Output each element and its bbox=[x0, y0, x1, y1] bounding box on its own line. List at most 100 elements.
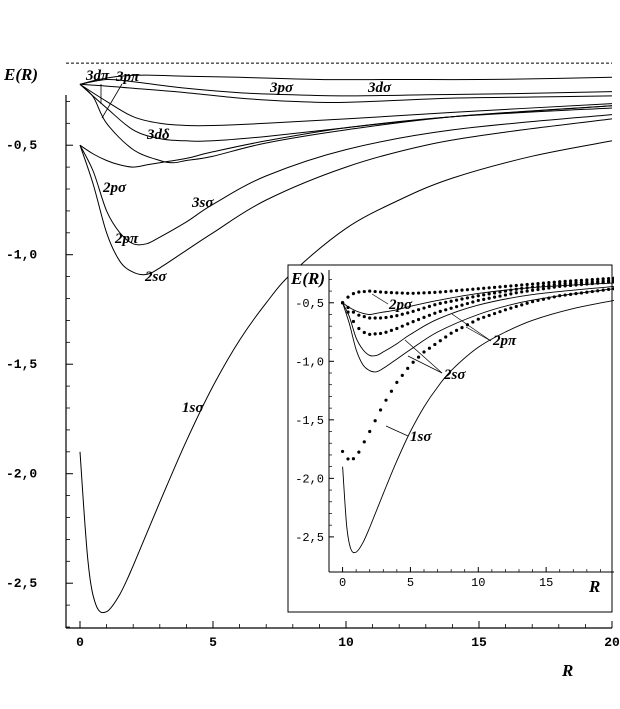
inset-dot bbox=[541, 297, 546, 301]
x-tick-label: 5 bbox=[209, 635, 217, 650]
inset-dot bbox=[476, 287, 480, 291]
inset-dot bbox=[384, 330, 388, 334]
inset-dot bbox=[378, 290, 383, 294]
inset-dot bbox=[449, 289, 453, 293]
inset-dot bbox=[411, 291, 415, 295]
inset-dot bbox=[530, 282, 535, 286]
inset-dot bbox=[357, 326, 361, 331]
inset-dot bbox=[492, 311, 497, 316]
y-tick-label: -2,5 bbox=[6, 576, 37, 591]
series-line-0 bbox=[79, 140, 613, 614]
inset-dot bbox=[558, 284, 562, 288]
inset-dot bbox=[585, 280, 589, 284]
inset-dot bbox=[509, 306, 513, 310]
series-line-1 bbox=[79, 118, 613, 276]
inset-dot bbox=[552, 295, 556, 299]
inset-leader-line bbox=[385, 425, 409, 437]
inset-dot bbox=[427, 346, 432, 350]
inset-x-tick-label: 5 bbox=[407, 576, 414, 590]
inset-y-tick-label: -2,5 bbox=[295, 531, 324, 545]
inset-dot bbox=[579, 281, 584, 285]
inset-dot bbox=[601, 277, 605, 281]
curve-label-3: 2pσ bbox=[102, 180, 127, 196]
inset-dot bbox=[563, 284, 567, 288]
inset-dot bbox=[378, 316, 383, 320]
inset-dot bbox=[520, 303, 524, 307]
inset-dot bbox=[590, 280, 594, 284]
inset-dot bbox=[368, 316, 372, 320]
inset-dot bbox=[368, 332, 372, 336]
inset-dot bbox=[503, 284, 508, 288]
inset-dot bbox=[357, 450, 361, 454]
inset-dot bbox=[579, 278, 584, 282]
inset-dot bbox=[340, 301, 345, 305]
inset-data bbox=[340, 276, 614, 554]
inset-dot bbox=[433, 303, 437, 307]
inset-dot bbox=[568, 281, 573, 285]
inset-dot bbox=[373, 316, 377, 320]
x-tick-label: 20 bbox=[604, 635, 620, 650]
inset-dot bbox=[368, 289, 372, 293]
inset-solid-line-3 bbox=[342, 282, 614, 315]
inset-dot bbox=[460, 288, 464, 292]
x-axis-title: R bbox=[561, 661, 573, 680]
inset-dot bbox=[422, 306, 426, 310]
inset-dot bbox=[471, 300, 475, 304]
inset-x-tick-label: 15 bbox=[539, 576, 553, 590]
inset-dot bbox=[389, 290, 394, 295]
inset-curve-label-0: 2pσ bbox=[388, 297, 413, 313]
inset-dot bbox=[433, 290, 437, 294]
inset-dot bbox=[525, 282, 529, 287]
inset-dot bbox=[416, 355, 421, 359]
inset-curve-label-2: 2sσ bbox=[443, 367, 466, 383]
inset-dot bbox=[454, 289, 459, 293]
inset-dot bbox=[362, 440, 366, 444]
inset-dot bbox=[520, 290, 524, 294]
inset-dot bbox=[346, 457, 350, 461]
inset-dot bbox=[520, 283, 524, 287]
inset-dotted-series-2 bbox=[340, 278, 614, 320]
series-line-6 bbox=[79, 83, 613, 127]
inset-dot bbox=[476, 294, 480, 298]
x-tick-label: 10 bbox=[338, 635, 354, 650]
inset-y-tick-label: -1,5 bbox=[295, 414, 324, 428]
inset-dot bbox=[563, 282, 567, 286]
inset-dot bbox=[362, 289, 366, 294]
y-tick-label: -2,0 bbox=[6, 467, 37, 482]
inset-dot bbox=[596, 289, 600, 293]
inset-dot bbox=[558, 282, 562, 286]
curve-label-9: 3dσ bbox=[367, 80, 392, 96]
inset-x-tick-label: 0 bbox=[339, 576, 346, 590]
inset-dot bbox=[340, 449, 345, 454]
inset-dot bbox=[606, 276, 611, 281]
inset-dot bbox=[563, 293, 567, 297]
series-line-7 bbox=[79, 83, 613, 104]
inset-dotted-series-3 bbox=[340, 276, 614, 305]
inset-leader-line bbox=[451, 313, 492, 342]
inset-leader-line bbox=[404, 339, 443, 374]
inset-dot bbox=[454, 298, 459, 302]
inset-dot bbox=[351, 457, 356, 461]
inset-dot bbox=[400, 324, 404, 328]
inset-dot bbox=[498, 310, 502, 314]
inset-dot bbox=[346, 310, 350, 314]
inset-dot bbox=[438, 301, 442, 305]
curve-label-5: 3dδ bbox=[146, 127, 170, 143]
inset-dot bbox=[492, 285, 497, 289]
inset-dot bbox=[389, 389, 394, 393]
inset-dot bbox=[525, 286, 529, 290]
inset-dot bbox=[552, 285, 556, 289]
inset-dot bbox=[509, 284, 513, 288]
inset-dot bbox=[590, 289, 594, 294]
inset-dot bbox=[487, 313, 491, 318]
inset-leader-line bbox=[465, 326, 492, 342]
inset-dot bbox=[444, 300, 448, 304]
inset-x-tick-label: 10 bbox=[471, 576, 485, 590]
inset-dot bbox=[498, 294, 502, 298]
inset-dot bbox=[346, 295, 350, 299]
main-plot: -0,5 -1,0 -1,5 -2,0 -2,5 0 5 10 15 20 E(R) R 1sσ 2sσ 2… bbox=[3, 62, 620, 680]
inset-dot bbox=[612, 287, 614, 291]
inset-dot bbox=[498, 290, 502, 294]
inset-dot bbox=[444, 289, 448, 294]
